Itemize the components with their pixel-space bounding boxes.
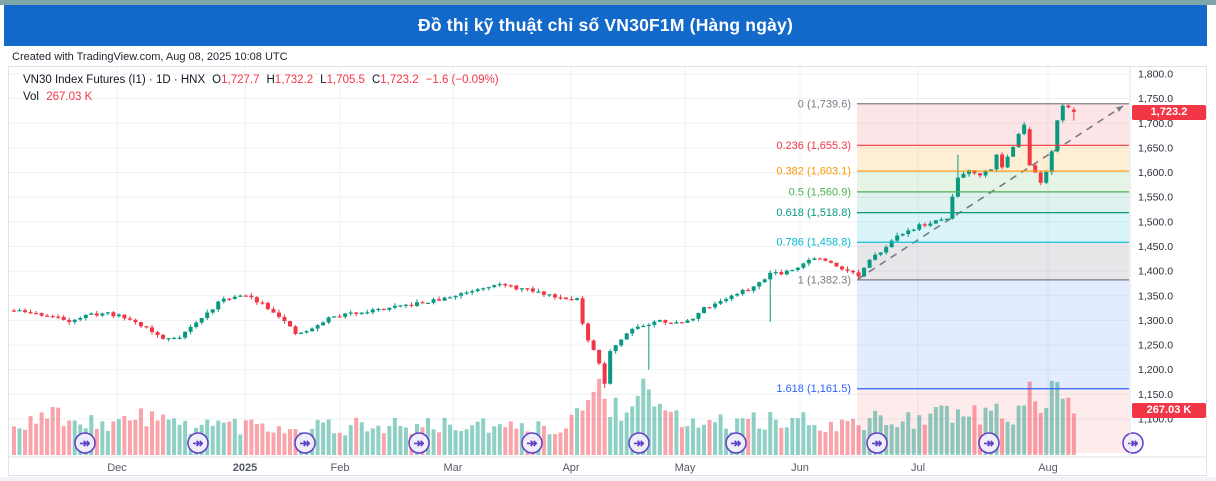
month-tick-label: 2025: [233, 462, 257, 474]
change-value: −1.6 (−0.09%): [425, 74, 499, 86]
fib-level-label: 1 (1,382.3): [798, 274, 851, 286]
month-tick-label: Mar: [444, 462, 463, 474]
month-tick-label: Jun: [791, 462, 809, 474]
legend-row-symbol: VN30 Index Futures (I1) · 1D · HNX O1,727…: [23, 74, 499, 86]
price-tick-label: 1,650.0: [1138, 142, 1173, 154]
tradingview-attribution: Created with TradingView.com, Aug 08, 20…: [12, 51, 288, 63]
candlestick-series[interactable]: [12, 103, 1076, 388]
price-tick-label: 1,150.0: [1138, 389, 1173, 401]
page-title: Đồ thị kỹ thuật chỉ số VN30F1M (Hàng ngà…: [418, 15, 793, 35]
price-tick-label: 1,750.0: [1138, 93, 1173, 105]
price-tick-label: 1,600.0: [1138, 167, 1173, 179]
svg-text:↠: ↠: [731, 436, 742, 451]
price-tick-label: 1,550.0: [1138, 192, 1173, 204]
contract-switch-icon[interactable]: ↠: [521, 432, 543, 454]
trend-arrow-line[interactable]: [857, 105, 1124, 280]
page-top-strip: [0, 0, 1216, 5]
price-tick-label: 1,800.0: [1138, 69, 1173, 81]
price-tick-label: 1,250.0: [1138, 340, 1173, 352]
price-tick-label: 1,450.0: [1138, 241, 1173, 253]
open-value: 1,727.7: [221, 74, 260, 86]
fib-levels[interactable]: 0 (1,739.6) 0.236 (1,655.3) 0.382 (1,603.1…: [776, 98, 1129, 395]
price-tick-label: 1,350.0: [1138, 290, 1173, 302]
svg-text:↠: ↠: [1128, 436, 1139, 451]
month-tick-label: Aug: [1038, 462, 1058, 474]
last-price-badge: 1,723.2: [1132, 105, 1206, 120]
month-tick-label: Feb: [331, 462, 350, 474]
contract-switch-icon[interactable]: ↠: [628, 432, 650, 454]
low-value: 1,705.5: [326, 74, 365, 86]
svg-text:↠: ↠: [414, 436, 425, 451]
contract-switch-icon[interactable]: ↠: [294, 432, 316, 454]
high-value: 1,732.2: [274, 74, 314, 86]
legend-row-volume: Vol 267.03 K: [23, 89, 499, 106]
price-axis[interactable]: 1,800.0 1,750.0 1,700.0 1,650.0 1,600.0 1,550…: [1138, 69, 1173, 426]
contract-switch-icon[interactable]: ↠: [866, 432, 888, 454]
contract-switch-icon[interactable]: ↠: [187, 432, 209, 454]
contract-markers: ↠ ↠ ↠ ↠ ↠ ↠ ↠ ↠ ↠ ↠: [74, 432, 1144, 454]
fib-level-label: 0.786 (1,458.8): [776, 237, 851, 249]
contract-switch-icon[interactable]: ↠: [725, 432, 747, 454]
page-title-bar: Đồ thị kỹ thuật chỉ số VN30F1M (Hàng ngà…: [4, 5, 1207, 46]
svg-text:↠: ↠: [634, 436, 645, 451]
price-tick-label: 1,700.0: [1138, 118, 1173, 130]
volume-label: Vol: [23, 91, 39, 103]
chart-svg[interactable]: 0 (1,739.6) 0.236 (1,655.3) 0.382 (1,603.1…: [8, 66, 1208, 477]
svg-text:↠: ↠: [80, 436, 91, 451]
volume-value: 267.03 K: [46, 91, 93, 103]
fib-level-label: 0.382 (1,603.1): [776, 166, 851, 178]
contract-switch-icon[interactable]: ↠: [408, 432, 430, 454]
svg-text:↠: ↠: [193, 436, 204, 451]
fib-level-label: 1.618 (1,161.5): [776, 383, 851, 395]
contract-switch-icon[interactable]: ↠: [978, 432, 1000, 454]
close-value: 1,723.2: [380, 74, 419, 86]
price-tick-label: 1,400.0: [1138, 266, 1173, 278]
chart-legend: VN30 Index Futures (I1) · 1D · HNX O1,727…: [23, 72, 499, 106]
grid: [9, 67, 1129, 456]
price-tick-label: 1,200.0: [1138, 364, 1173, 376]
fib-level-label: 0.5 (1,560.9): [789, 186, 851, 198]
svg-text:↠: ↠: [300, 436, 311, 451]
fib-level-label: 0.618 (1,518.8): [776, 207, 851, 219]
month-tick-label: Dec: [107, 462, 127, 474]
page-bottom-strip: [0, 477, 1216, 481]
contract-switch-icon[interactable]: ↠: [1122, 432, 1144, 454]
svg-text:↠: ↠: [872, 436, 883, 451]
svg-text:↠: ↠: [984, 436, 995, 451]
symbol-name[interactable]: VN30 Index Futures (I1) · 1D · HNX: [23, 74, 206, 86]
volume-badge: 267.03 K: [1132, 403, 1206, 418]
fib-level-label: 0 (1,739.6): [798, 98, 851, 110]
fib-level-label: 0.236 (1,655.3): [776, 140, 851, 152]
time-axis[interactable]: Dec 2025 Feb Mar Apr May Jun Jul Aug: [107, 462, 1058, 474]
contract-switch-icon[interactable]: ↠: [74, 432, 96, 454]
month-tick-label: Apr: [562, 462, 579, 474]
chart-panel: 0 (1,739.6) 0.236 (1,655.3) 0.382 (1,603.1…: [8, 66, 1207, 476]
month-tick-label: Jul: [911, 462, 925, 474]
price-tick-label: 1,500.0: [1138, 216, 1173, 228]
svg-text:↠: ↠: [527, 436, 538, 451]
fib-retracement-zones[interactable]: [857, 103, 1129, 453]
month-tick-label: May: [675, 462, 696, 474]
price-tick-label: 1,300.0: [1138, 315, 1173, 327]
